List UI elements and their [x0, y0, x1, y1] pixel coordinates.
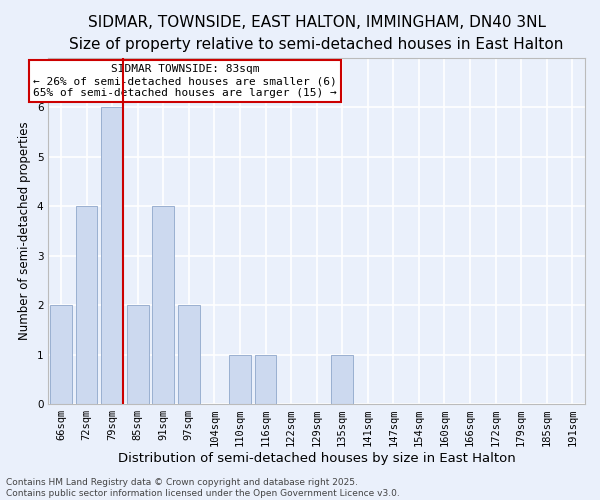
Bar [229, 354, 251, 404]
Title: SIDMAR, TOWNSIDE, EAST HALTON, IMMINGHAM, DN40 3NL
Size of property relative to : SIDMAR, TOWNSIDE, EAST HALTON, IMMINGHAM… [70, 15, 564, 52]
Y-axis label: Number of semi-detached properties: Number of semi-detached properties [18, 122, 31, 340]
Bar [331, 354, 353, 404]
Bar [254, 354, 277, 404]
Text: SIDMAR TOWNSIDE: 83sqm
← 26% of semi-detached houses are smaller (6)
65% of semi: SIDMAR TOWNSIDE: 83sqm ← 26% of semi-det… [33, 64, 337, 98]
Bar [76, 206, 97, 404]
Bar [152, 206, 174, 404]
X-axis label: Distribution of semi-detached houses by size in East Halton: Distribution of semi-detached houses by … [118, 452, 515, 465]
Bar [178, 305, 200, 404]
Bar [101, 107, 123, 404]
Bar [50, 305, 72, 404]
Text: Contains HM Land Registry data © Crown copyright and database right 2025.
Contai: Contains HM Land Registry data © Crown c… [6, 478, 400, 498]
Bar [127, 305, 149, 404]
